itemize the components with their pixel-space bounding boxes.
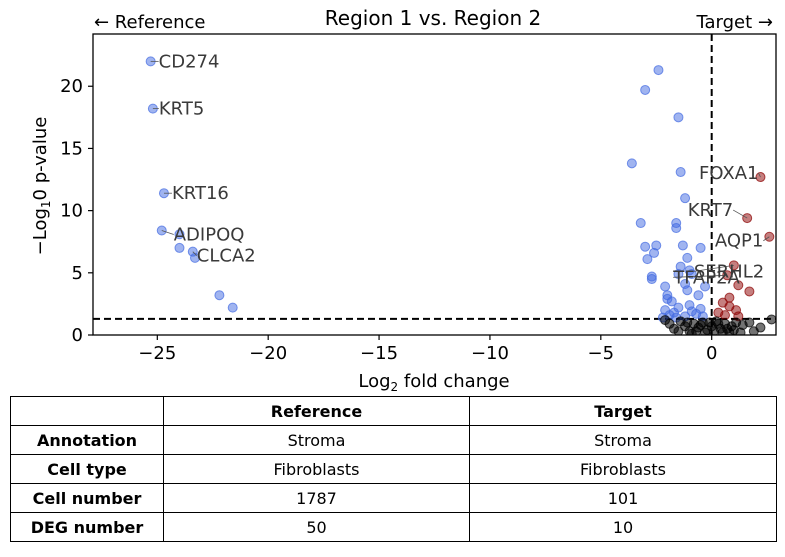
table-row-label: Annotation xyxy=(10,425,164,455)
gene-label: KRT5 xyxy=(159,99,204,120)
gene-label: CD274 xyxy=(159,51,220,72)
plot-frame xyxy=(92,33,777,336)
table-row: Cell type Fibroblasts Fibroblasts xyxy=(10,454,777,484)
gene-label-leader xyxy=(758,172,761,178)
reference-gene-point xyxy=(640,241,651,252)
table-row: Annotation Stroma Stroma xyxy=(10,425,777,455)
x-tick-label: 0 xyxy=(706,343,717,364)
nonsig-gene-point xyxy=(713,318,724,329)
target-gene-point xyxy=(744,286,755,297)
table-cell: Fibroblasts xyxy=(469,454,777,484)
gene-label: TFAP2A xyxy=(672,267,740,288)
reference-gene-point xyxy=(635,218,646,229)
reference-gene-point xyxy=(642,254,653,265)
chart-title: Region 1 vs. Region 2 xyxy=(325,6,541,30)
reference-gene-point xyxy=(227,302,238,313)
table-row-label: DEG number xyxy=(10,512,164,542)
table-header-row: Reference Target xyxy=(10,396,777,426)
reference-gene-point xyxy=(695,242,706,253)
x-tick-label: −20 xyxy=(249,343,287,364)
reference-gene-point xyxy=(174,242,185,253)
table-cell: 10 xyxy=(469,512,777,542)
reference-gene-point xyxy=(677,240,688,251)
gene-label-leader xyxy=(763,236,770,242)
table-cell: Stroma xyxy=(163,425,470,455)
table-row-label: Cell number xyxy=(10,483,164,513)
reference-gene-point xyxy=(174,229,185,240)
reference-gene-point xyxy=(671,223,682,234)
table-cell: 1787 xyxy=(163,483,470,513)
reference-gene-point xyxy=(660,281,671,292)
table-cell: 50 xyxy=(163,512,470,542)
table-cell: Fibroblasts xyxy=(163,454,470,484)
target-gene-point xyxy=(719,310,730,321)
reference-gene-point xyxy=(682,252,693,263)
reference-gene-point xyxy=(700,281,711,292)
gene-label: CLCA2 xyxy=(197,246,256,267)
gene-label: AQP1 xyxy=(715,231,763,252)
gene-label: KRT7 xyxy=(688,200,733,221)
nonsig-gene-point xyxy=(766,314,776,325)
reference-gene-point xyxy=(673,269,684,280)
gene-label: FOXA1 xyxy=(699,163,758,184)
nonsig-gene-point xyxy=(673,326,684,335)
x-tick-label: −10 xyxy=(471,343,509,364)
reference-gene-point xyxy=(649,247,660,258)
nonsig-gene-point xyxy=(704,317,715,328)
table-row: Cell number 1787 101 xyxy=(10,483,777,513)
gene-label-leader xyxy=(732,209,748,219)
reference-gene-point xyxy=(653,65,664,76)
y-tick-label: 20 xyxy=(60,76,83,97)
nonsig-gene-point xyxy=(722,323,733,334)
y-tick-label: 10 xyxy=(60,201,83,222)
reference-gene-point xyxy=(666,296,677,307)
y-tick-label: 0 xyxy=(72,325,83,346)
reference-arrow-label: ← Reference xyxy=(94,12,205,33)
table-header-cell: Target xyxy=(469,396,777,426)
target-arrow-label: Target → xyxy=(696,12,774,33)
reference-gene-point xyxy=(686,306,697,317)
gene-label: ADIPOQ xyxy=(174,225,245,246)
y-tick-label: 5 xyxy=(72,263,83,284)
table-header-cell: Reference xyxy=(163,396,470,426)
nonsig-gene-point xyxy=(735,327,746,335)
reference-gene-point xyxy=(646,274,657,285)
nonsig-gene-point xyxy=(691,326,702,335)
table-row-label: Cell type xyxy=(10,454,164,484)
x-tick-label: −15 xyxy=(360,343,398,364)
table-header-cell xyxy=(10,396,164,426)
nonsig-gene-point xyxy=(682,317,693,328)
reference-gene-point xyxy=(673,112,684,123)
reference-gene-point xyxy=(682,285,693,296)
table-row: DEG number 50 10 xyxy=(10,512,777,542)
gene-label-leader xyxy=(673,274,728,278)
gene-label-leader xyxy=(693,264,734,272)
reference-gene-point xyxy=(693,290,704,301)
table-cell: 101 xyxy=(469,483,777,513)
gene-label: KRT16 xyxy=(172,183,229,204)
reference-gene-point xyxy=(626,158,637,169)
volcano-plot: Region 1 vs. Region 2 ← Reference Target… xyxy=(30,6,777,392)
nonsig-gene-point xyxy=(660,315,671,326)
reference-gene-point xyxy=(640,84,651,95)
reference-gene-point xyxy=(675,167,686,178)
x-axis-label: Log2 fold change xyxy=(358,371,509,392)
gene-label-leader xyxy=(192,251,198,256)
y-tick-label: 15 xyxy=(60,138,83,159)
table-cell: Stroma xyxy=(469,425,777,455)
summary-table: Reference Target Annotation Stroma Strom… xyxy=(10,396,777,542)
y-axis-label: −Log10 p-value xyxy=(30,117,53,256)
x-tick-label: −5 xyxy=(588,343,615,364)
gene-label-leader xyxy=(161,230,174,235)
reference-gene-point xyxy=(680,193,691,204)
nonsig-gene-point xyxy=(748,326,759,335)
x-tick-label: −25 xyxy=(138,343,176,364)
gene-label: SERHL2 xyxy=(694,261,764,282)
reference-gene-point xyxy=(214,290,225,301)
target-gene-point xyxy=(733,280,744,291)
